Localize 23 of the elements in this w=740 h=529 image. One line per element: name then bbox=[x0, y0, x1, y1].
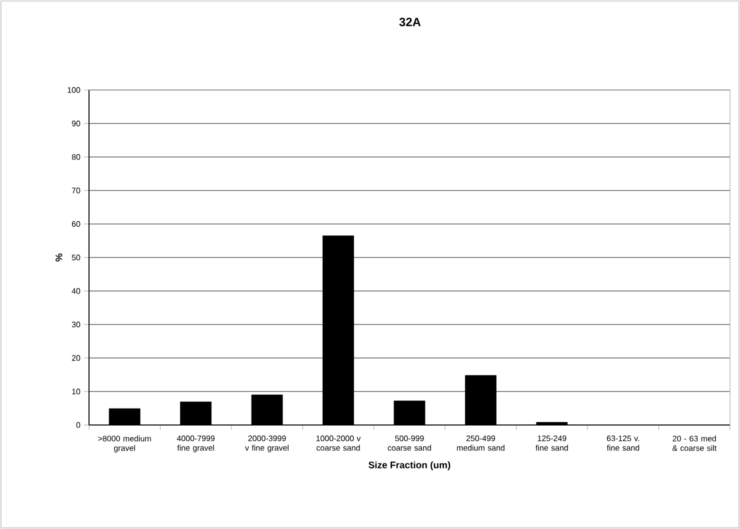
x-tick-label: 20 - 63 med & coarse silt bbox=[672, 436, 717, 451]
y-tick-label: 0 bbox=[76, 422, 80, 428]
y-tick-label: 40 bbox=[72, 288, 80, 294]
y-tick-label: 70 bbox=[72, 188, 80, 194]
x-tick-label: 2000-3999 v fine gravel bbox=[245, 436, 289, 452]
x-tick-label: 250-499 medium sand bbox=[457, 436, 504, 451]
y-tick-label: 100 bbox=[68, 87, 80, 93]
x-tick-label: 63-125 v. fine sand bbox=[606, 436, 640, 451]
y-axis-title: % bbox=[56, 254, 62, 262]
x-tick-label: 1000-2000 v coarse sand bbox=[316, 436, 361, 451]
x-axis-title: Size Fraction (um) bbox=[368, 461, 450, 470]
x-tick-label: 4000-7999 fine gravel bbox=[176, 436, 215, 452]
chart-title: 32A bbox=[399, 18, 421, 26]
y-tick-label: 60 bbox=[72, 221, 80, 227]
y-tick-label: 50 bbox=[72, 254, 80, 260]
y-tick-label: 30 bbox=[72, 322, 80, 328]
x-tick-label: 125-249 fine sand bbox=[536, 436, 568, 451]
y-tick-label: 80 bbox=[72, 154, 80, 160]
y-tick-label: 90 bbox=[72, 120, 80, 126]
x-tick-label: >8000 medium gravel bbox=[98, 436, 151, 452]
y-tick-label: 20 bbox=[72, 355, 80, 361]
y-tick-label: 10 bbox=[72, 388, 80, 394]
x-tick-label: 500-999 coarse sand bbox=[388, 436, 431, 451]
